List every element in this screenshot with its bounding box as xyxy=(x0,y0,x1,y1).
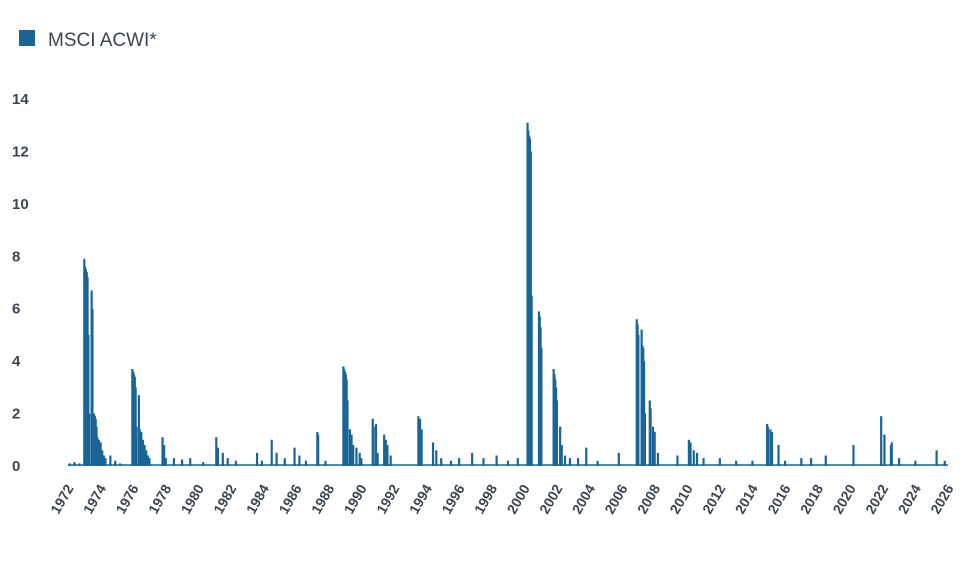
x-tick-label: 2020 xyxy=(829,481,859,516)
y-axis: 0 2 4 6 8 10 12 14 xyxy=(12,91,29,475)
x-tick-label: 2016 xyxy=(764,481,794,516)
x-tick-label: 1984 xyxy=(243,481,273,516)
x-tick-label: 2012 xyxy=(699,481,729,516)
x-tick-label: 1978 xyxy=(145,481,175,516)
legend-swatch xyxy=(19,30,35,46)
x-tick-label: 2006 xyxy=(601,481,631,516)
y-tick-label: 4 xyxy=(12,353,21,370)
x-tick-label: 2002 xyxy=(536,481,566,516)
legend: MSCI ACWI* xyxy=(19,30,157,51)
x-tick-label: 1988 xyxy=(308,481,338,516)
x-tick-label: 1974 xyxy=(80,481,110,516)
x-tick-label: 2004 xyxy=(569,481,599,516)
x-tick-label: 1976 xyxy=(112,481,142,516)
x-tick-label: 2026 xyxy=(927,481,957,516)
x-tick-label: 1990 xyxy=(340,481,370,516)
y-tick-label: 10 xyxy=(12,196,29,213)
y-tick-label: 8 xyxy=(12,248,20,265)
y-tick-label: 2 xyxy=(12,406,20,423)
x-tick-label: 1994 xyxy=(406,481,436,516)
x-tick-label: 1972 xyxy=(47,481,77,516)
legend-label: MSCI ACWI* xyxy=(48,30,157,51)
series-msci-acwi xyxy=(68,122,946,466)
x-tick-label: 2014 xyxy=(732,481,762,516)
y-tick-label: 12 xyxy=(12,143,29,160)
x-axis: 1972 1974 1976 1978 1980 1982 1984 1986 1988 1990… xyxy=(47,481,957,516)
x-tick-label: 1986 xyxy=(275,481,305,516)
x-tick-label: 2008 xyxy=(634,481,664,516)
x-tick-label: 2024 xyxy=(895,481,925,516)
y-tick-label: 6 xyxy=(12,301,20,318)
x-tick-label: 1996 xyxy=(438,481,468,516)
x-tick-label: 2000 xyxy=(503,481,533,516)
x-tick-label: 1980 xyxy=(178,481,208,516)
y-tick-label: 0 xyxy=(12,458,20,475)
x-tick-label: 1992 xyxy=(373,481,403,516)
x-tick-label: 2022 xyxy=(862,481,892,516)
x-tick-label: 1998 xyxy=(471,481,501,516)
x-tick-label: 1982 xyxy=(210,481,240,516)
x-tick-label: 2010 xyxy=(666,481,696,516)
x-tick-label: 2018 xyxy=(797,481,827,516)
y-tick-label: 14 xyxy=(12,91,29,108)
